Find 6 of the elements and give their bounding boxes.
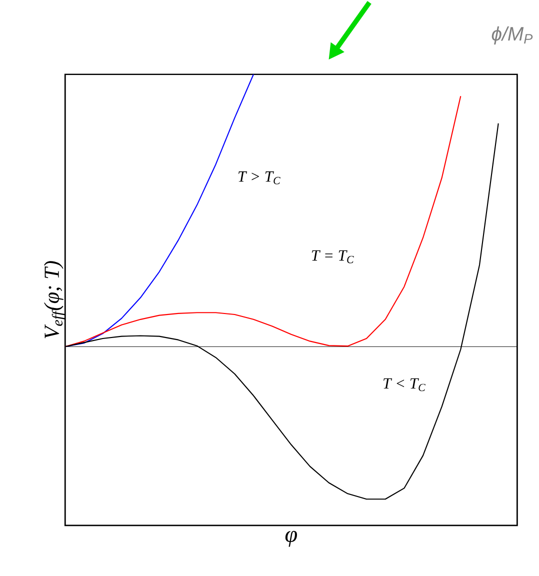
annotation: T > T$_{C}$ <box>238 171 281 184</box>
annotation: T < T$_{C}$ <box>384 378 426 392</box>
y-axis-title: V$_{eff}$(φ; T) <box>44 261 66 338</box>
x-axis-title: φ <box>286 530 298 547</box>
annotation: T = T$_{C}$ <box>312 250 354 264</box>
text: ϕ/M$_{P}$ <box>492 26 533 45</box>
